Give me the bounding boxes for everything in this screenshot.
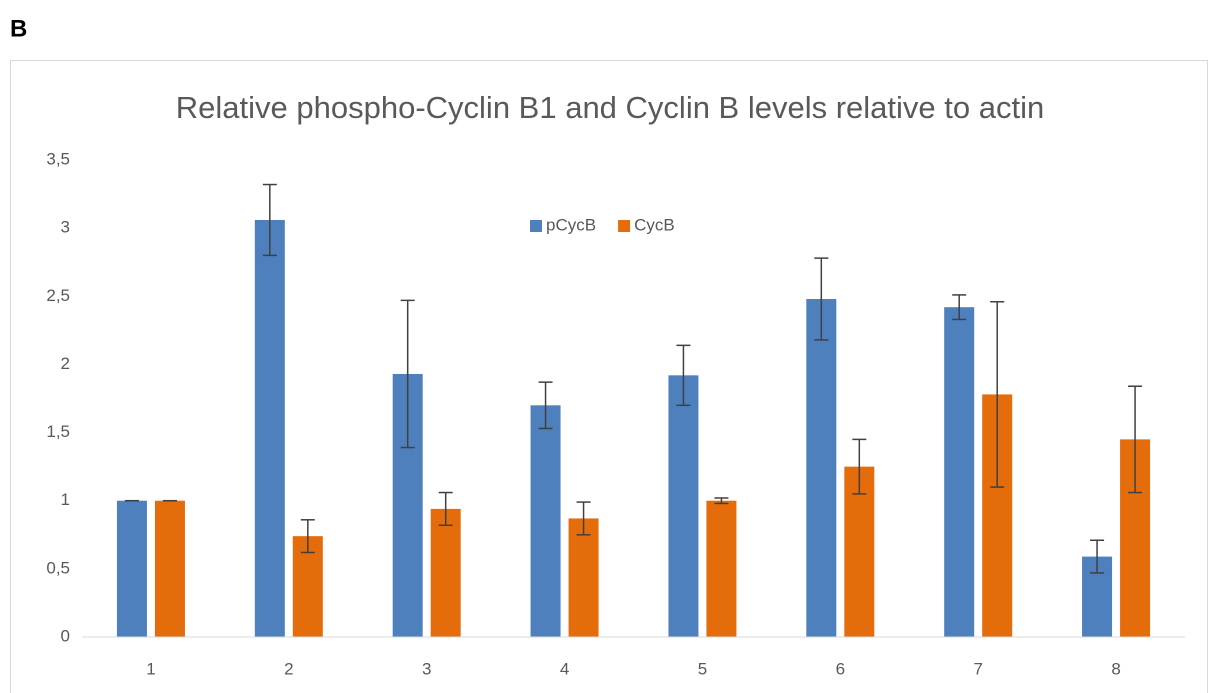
bar [254, 219, 285, 638]
bar [154, 500, 185, 637]
x-tick-label: 1 [146, 659, 155, 678]
bar [806, 299, 837, 637]
bar [430, 508, 461, 637]
panel-label: B [10, 15, 27, 42]
y-tick-label: 3,5 [46, 149, 70, 168]
y-tick-label: 1 [61, 490, 70, 509]
error-bar [814, 257, 829, 341]
y-tick-label: 2 [61, 354, 70, 373]
error-bar [438, 491, 453, 526]
legend-label: pCycB [546, 215, 596, 234]
x-tick-label: 7 [973, 659, 982, 678]
x-tick-label: 5 [698, 659, 707, 678]
chart-frame [10, 60, 1208, 693]
x-tick-label: 8 [1111, 659, 1120, 678]
x-tick-label: 2 [284, 659, 293, 678]
error-bar [714, 497, 729, 505]
bar [844, 466, 875, 637]
error-bar [1090, 539, 1105, 574]
bar [706, 500, 737, 637]
error-bar [1128, 385, 1143, 494]
error-bar [676, 344, 691, 407]
error-bar [538, 381, 553, 430]
error-bar [576, 501, 591, 536]
x-tick-label: 3 [422, 659, 431, 678]
legend-swatch [530, 220, 542, 232]
x-tick-label: 4 [560, 659, 569, 678]
bar [530, 405, 561, 637]
bar [116, 500, 147, 637]
bar [668, 375, 699, 637]
error-bar [952, 294, 967, 321]
y-tick-label: 0 [61, 626, 70, 645]
x-tick-label: 6 [836, 659, 845, 678]
bar [944, 307, 975, 637]
bar [568, 518, 599, 637]
y-tick-label: 1,5 [46, 422, 70, 441]
y-tick-label: 3 [61, 218, 70, 237]
error-bar [300, 519, 315, 554]
error-bar [400, 299, 415, 449]
error-bar [262, 183, 277, 257]
legend-label: CycB [634, 215, 675, 234]
legend-swatch [618, 220, 631, 232]
y-tick-label: 2,5 [46, 286, 70, 305]
chart-title: Relative phospho-Cyclin B1 and Cyclin B … [176, 90, 1044, 125]
error-bar [990, 300, 1005, 488]
y-tick-label: 0,5 [46, 558, 70, 577]
error-bar [852, 438, 867, 495]
